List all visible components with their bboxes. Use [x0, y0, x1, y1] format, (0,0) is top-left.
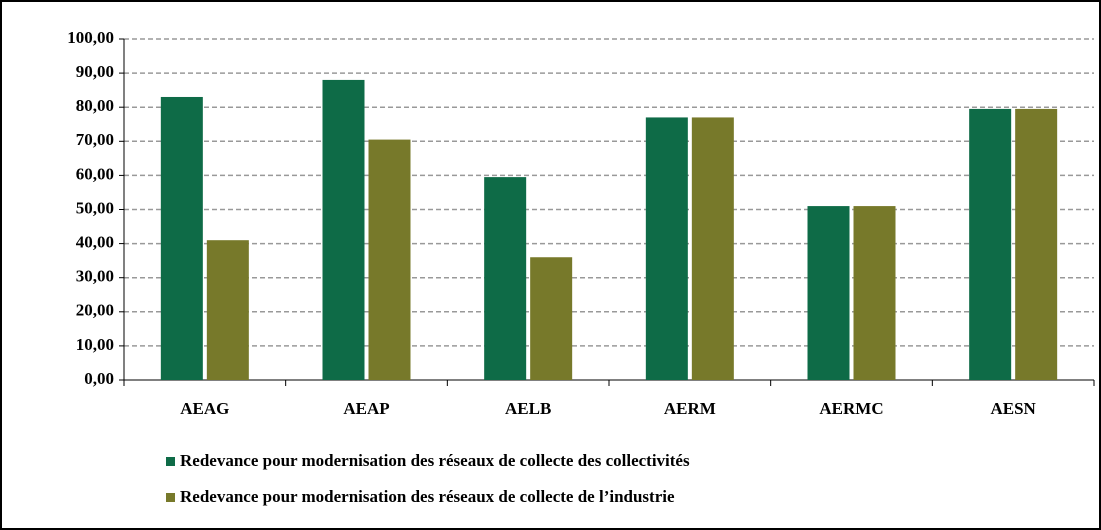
y-tick-label: 60,00: [76, 164, 114, 183]
y-tick-label: 90,00: [76, 62, 114, 81]
x-tick-label: AEAG: [180, 399, 229, 418]
y-tick-label: 30,00: [76, 267, 114, 286]
y-tick-label: 70,00: [76, 130, 114, 149]
bar: [807, 206, 850, 380]
legend-label: Redevance pour modernisation des réseaux…: [180, 487, 675, 506]
legend-label: Redevance pour modernisation des réseaux…: [180, 451, 690, 470]
y-tick-label: 40,00: [76, 233, 114, 252]
bar: [691, 117, 734, 381]
y-tick-label: 100,00: [67, 28, 114, 47]
y-tick-label: 0,00: [84, 369, 114, 388]
bar: [368, 139, 411, 380]
bar: [322, 79, 365, 381]
x-tick-label: AERM: [664, 399, 716, 418]
y-tick-label: 50,00: [76, 198, 114, 217]
bar: [969, 108, 1012, 380]
x-tick-label: AESN: [990, 399, 1036, 418]
bar: [530, 257, 573, 380]
y-tick-label: 80,00: [76, 96, 114, 115]
bar: [645, 117, 688, 381]
x-tick-label: AEAP: [343, 399, 389, 418]
y-tick-label: 20,00: [76, 301, 114, 320]
y-tick-label: 10,00: [76, 335, 114, 354]
bar: [160, 96, 203, 380]
bar: [206, 240, 249, 380]
bar: [1015, 108, 1058, 380]
legend-swatch: [166, 457, 175, 466]
bar: [484, 177, 527, 380]
x-tick-label: AERMC: [819, 399, 883, 418]
bar: [853, 206, 896, 380]
legend-swatch: [166, 493, 175, 502]
x-tick-label: AELB: [505, 399, 551, 418]
